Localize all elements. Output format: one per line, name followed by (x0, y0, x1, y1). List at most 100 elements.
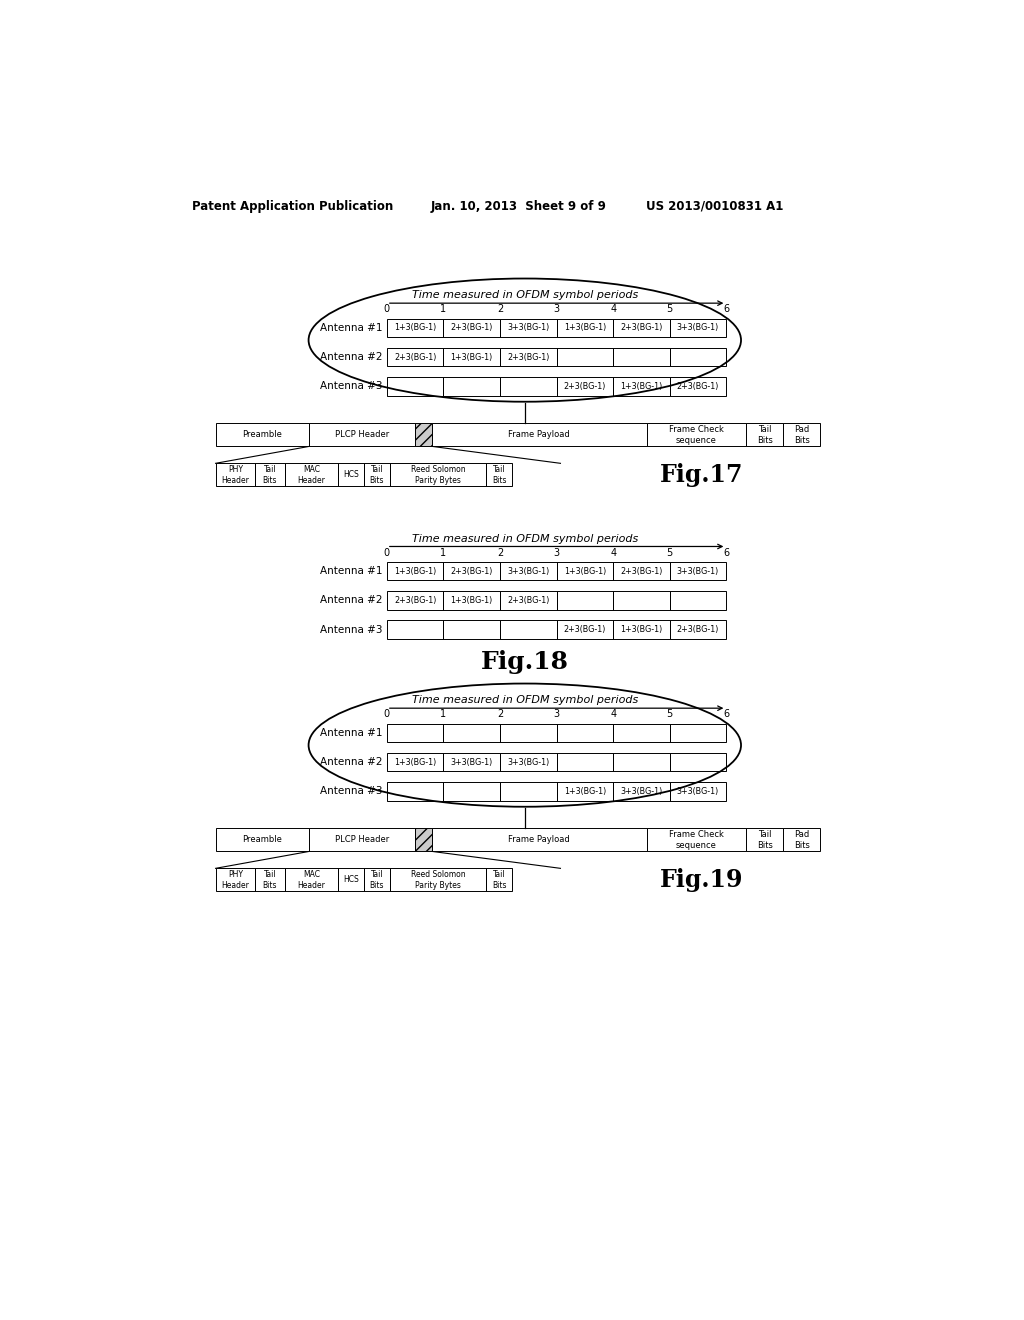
Text: 3+3(BG-1): 3+3(BG-1) (507, 323, 550, 333)
Bar (443, 723, 500, 742)
Text: Antenna #3: Antenna #3 (321, 624, 383, 635)
Text: 6: 6 (723, 305, 729, 314)
Bar (557, 562, 613, 581)
Text: Reed Solomon
Parity Bytes: Reed Solomon Parity Bytes (411, 870, 465, 890)
Text: Antenna #2: Antenna #2 (321, 595, 383, 606)
Text: Frame Payload: Frame Payload (508, 430, 570, 440)
Bar (500, 591, 557, 610)
Text: 3+3(BG-1): 3+3(BG-1) (507, 758, 550, 767)
Text: 2: 2 (497, 305, 503, 314)
Text: Antenna #2: Antenna #2 (321, 352, 383, 362)
Bar (557, 752, 613, 771)
Bar (387, 378, 443, 396)
Bar (613, 723, 670, 742)
Text: Time measured in OFDM symbol periods: Time measured in OFDM symbol periods (412, 533, 638, 544)
Bar (387, 781, 443, 800)
Text: 1+3(BG-1): 1+3(BG-1) (394, 323, 436, 333)
Text: Tail
Bits: Tail Bits (262, 465, 278, 484)
Bar (500, 620, 557, 639)
Text: 1: 1 (440, 305, 446, 314)
Text: 2+3(BG-1): 2+3(BG-1) (621, 566, 663, 576)
Bar (364, 463, 390, 487)
Bar (390, 463, 486, 487)
Text: 2: 2 (497, 709, 503, 719)
Text: Fig.18: Fig.18 (481, 649, 568, 675)
Bar (670, 752, 726, 771)
Bar (443, 318, 500, 337)
Text: MAC
Header: MAC Header (297, 870, 326, 890)
Text: Fig.17: Fig.17 (659, 463, 743, 487)
Text: 2+3(BG-1): 2+3(BG-1) (507, 595, 550, 605)
Bar (486, 463, 512, 487)
Bar (443, 562, 500, 581)
Bar (500, 723, 557, 742)
Text: 4: 4 (610, 305, 616, 314)
Bar (613, 620, 670, 639)
Bar (387, 591, 443, 610)
Text: 2+3(BG-1): 2+3(BG-1) (621, 323, 663, 333)
Text: 3+3(BG-1): 3+3(BG-1) (621, 787, 663, 796)
Text: 2+3(BG-1): 2+3(BG-1) (394, 595, 436, 605)
Bar (443, 752, 500, 771)
Text: 3+3(BG-1): 3+3(BG-1) (677, 787, 719, 796)
Bar (670, 562, 726, 581)
Text: 1+3(BG-1): 1+3(BG-1) (564, 323, 606, 333)
Text: 1+3(BG-1): 1+3(BG-1) (394, 758, 436, 767)
Bar (387, 752, 443, 771)
Text: Antenna #1: Antenna #1 (321, 323, 383, 333)
Text: 0: 0 (384, 709, 390, 719)
Text: Tail
Bits: Tail Bits (757, 830, 773, 850)
Text: Antenna #3: Antenna #3 (321, 381, 383, 391)
Text: 3+3(BG-1): 3+3(BG-1) (451, 758, 493, 767)
Bar (670, 781, 726, 800)
Bar (557, 591, 613, 610)
Bar (500, 348, 557, 367)
Bar (443, 620, 500, 639)
Bar (390, 869, 486, 891)
Bar (500, 562, 557, 581)
Text: 1: 1 (440, 709, 446, 719)
Text: 0: 0 (384, 305, 390, 314)
Text: Pad
Bits: Pad Bits (794, 425, 810, 445)
Text: Tail
Bits: Tail Bits (492, 870, 507, 890)
Text: MAC
Header: MAC Header (297, 465, 326, 484)
Bar (285, 463, 338, 487)
Bar (557, 378, 613, 396)
Text: 2+3(BG-1): 2+3(BG-1) (394, 352, 436, 362)
Bar (746, 424, 783, 446)
Text: Antenna #1: Antenna #1 (321, 566, 383, 576)
Bar (500, 752, 557, 771)
Text: 6: 6 (723, 709, 729, 719)
Text: 3: 3 (554, 709, 560, 719)
Text: 2: 2 (497, 548, 503, 557)
Bar (670, 378, 726, 396)
Text: Tail
Bits: Tail Bits (492, 465, 507, 484)
Bar (486, 869, 512, 891)
Bar (557, 781, 613, 800)
Bar (670, 591, 726, 610)
Bar (255, 869, 285, 891)
Text: PLCP Header: PLCP Header (335, 430, 389, 440)
Text: 4: 4 (610, 548, 616, 557)
Text: 3+3(BG-1): 3+3(BG-1) (507, 566, 550, 576)
Text: 2+3(BG-1): 2+3(BG-1) (451, 323, 493, 333)
Bar (216, 463, 255, 487)
Text: Frame Payload: Frame Payload (508, 836, 570, 845)
Bar (613, 318, 670, 337)
Bar (670, 318, 726, 337)
Bar (613, 591, 670, 610)
Text: 6: 6 (723, 548, 729, 557)
Bar (670, 348, 726, 367)
Text: Pad
Bits: Pad Bits (794, 830, 810, 850)
Text: Preamble: Preamble (243, 836, 283, 845)
Text: 2+3(BG-1): 2+3(BG-1) (677, 381, 719, 391)
Bar (783, 424, 820, 446)
Bar (364, 869, 390, 891)
Text: 1+3(BG-1): 1+3(BG-1) (621, 381, 663, 391)
Bar (338, 869, 364, 891)
Text: Antenna #2: Antenna #2 (321, 758, 383, 767)
Text: Time measured in OFDM symbol periods: Time measured in OFDM symbol periods (412, 290, 638, 301)
Text: 2+3(BG-1): 2+3(BG-1) (451, 566, 493, 576)
Text: 2+3(BG-1): 2+3(BG-1) (563, 626, 606, 634)
Text: Antenna #1: Antenna #1 (321, 727, 383, 738)
